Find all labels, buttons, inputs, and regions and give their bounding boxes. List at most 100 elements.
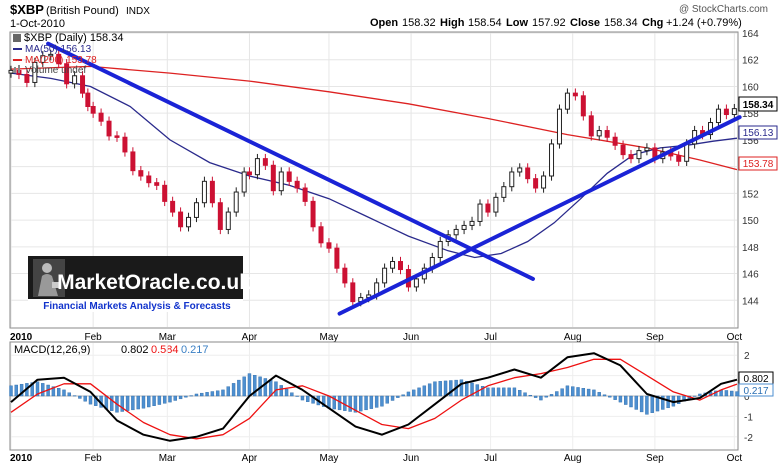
macd-histogram-bar: [449, 380, 453, 397]
price-bar: [201, 180, 207, 204]
macd-y-axis: 210-1-2: [744, 351, 753, 444]
macd-histogram-bar: [284, 388, 289, 397]
price-bar: [676, 155, 682, 162]
price-bar: [56, 53, 62, 65]
macd-histogram-bar: [396, 395, 400, 398]
price-bar: [485, 203, 491, 213]
macd-histogram-bar: [549, 394, 554, 397]
macd-x-tick-label: Aug: [564, 453, 582, 464]
macd-histogram-bar: [221, 389, 225, 397]
price-bar: [106, 120, 112, 137]
macd-histogram-bar: [465, 381, 469, 397]
price-last-value: 158.34: [743, 100, 774, 111]
price-bar: [437, 240, 443, 259]
macd-histogram-bar: [162, 395, 167, 404]
macd-histogram-bar: [390, 395, 395, 401]
macd-histogram-bar: [51, 386, 56, 397]
ma200-last-box: [738, 156, 778, 171]
macd-histogram: [9, 373, 739, 415]
price-bar: [390, 261, 396, 269]
macd-histogram-bar: [624, 395, 628, 405]
macd-histogram-bar: [512, 387, 517, 397]
macd-x-axis: 2010 Feb Mar Apr May Jun Jul Aug Sep Oct: [10, 453, 742, 464]
price-x-tick-label: May: [320, 332, 339, 343]
macd-histogram-bar: [141, 395, 146, 409]
price-bar: [326, 242, 332, 249]
macd-histogram-bar: [518, 390, 522, 397]
macd-histogram-bar: [290, 392, 294, 397]
macd-histogram-bar: [422, 385, 427, 397]
price-y-tick-label: 160: [742, 82, 759, 93]
macd-signal-series: [10, 358, 738, 440]
macd-histogram-bar: [586, 388, 591, 397]
macd-histogram-bar: [72, 395, 77, 397]
price-bar: [24, 73, 30, 83]
price-bar: [286, 171, 292, 182]
macd-x-tick-label: Mar: [159, 453, 177, 464]
price-bar: [98, 112, 104, 122]
high-value: 158.54: [468, 17, 502, 29]
price-bar: [241, 171, 247, 193]
price-bar: [644, 147, 650, 152]
price-bar: [254, 158, 260, 176]
legend-swatch-volume-2: [18, 65, 20, 73]
macd-histogram-bar: [655, 395, 660, 412]
price-bar: [246, 171, 252, 176]
macd-histogram-bar: [226, 386, 230, 397]
price-y-tick-label: 162: [742, 56, 759, 67]
price-bar: [40, 55, 46, 63]
macd-histogram-bar: [427, 383, 432, 397]
price-bar: [469, 220, 475, 226]
macd-histogram-bar: [125, 395, 130, 411]
macd-histogram-bar: [279, 385, 283, 397]
macd-histogram-bar: [724, 390, 729, 397]
macd-histogram-bar: [157, 395, 162, 405]
macd-x-tick-label: Sep: [646, 453, 664, 464]
macd-histogram-bar: [645, 395, 649, 415]
macd-histogram-bar: [200, 392, 204, 397]
legend-price: $XBP (Daily) 158.34: [24, 32, 123, 44]
close-value: 158.34: [604, 17, 638, 29]
price-bar: [186, 216, 192, 228]
price-bar: [334, 247, 340, 269]
price-bar: [517, 167, 523, 173]
price-bar: [64, 63, 70, 85]
macd-histogram-bar: [295, 395, 299, 397]
legend-volume: Volume undef: [25, 65, 86, 76]
hist-last-value: 0.217: [743, 386, 768, 397]
price-bar: [723, 108, 729, 116]
macd-histogram-bar: [321, 395, 326, 407]
macd-line: [10, 352, 738, 442]
legend-ma200: MA(200) 153.78: [25, 55, 97, 66]
macd-histogram-bar: [560, 388, 564, 397]
macd-histogram-bar: [629, 395, 633, 408]
macd-histogram-bar: [306, 395, 310, 402]
macd-histogram-bar: [41, 383, 45, 397]
macd-histogram-bar: [67, 392, 71, 397]
price-bar: [122, 136, 128, 153]
macd-histogram-bar: [565, 385, 570, 397]
macd-histogram-bar: [178, 395, 183, 400]
ma50-last-value: 156.13: [743, 128, 774, 139]
price-x-tick-label: Mar: [159, 332, 177, 343]
price-bar: [278, 171, 284, 192]
macd-histogram-bar: [385, 395, 389, 404]
macd-histogram-bar: [528, 394, 533, 397]
macd-histogram-bar: [215, 390, 220, 397]
macd-histogram-bar: [618, 395, 623, 403]
copyright: @ StockCharts.com: [679, 4, 768, 15]
price-bar: [549, 143, 555, 177]
macd-histogram-bar: [147, 395, 151, 408]
macd-histogram-bar: [692, 395, 697, 397]
macd-histogram-bar: [168, 395, 172, 403]
price-bar: [8, 69, 14, 74]
macd-label: MACD(12,26,9): [14, 344, 90, 356]
macd-histogram-bar: [661, 395, 665, 410]
macd-histogram-bar: [210, 391, 215, 397]
macd-histogram-bar: [56, 388, 61, 397]
price-bar: [72, 75, 78, 85]
macd-histogram-bar: [459, 379, 464, 397]
price-bar: [453, 228, 459, 236]
price-y-tick-label: 164: [742, 29, 759, 40]
